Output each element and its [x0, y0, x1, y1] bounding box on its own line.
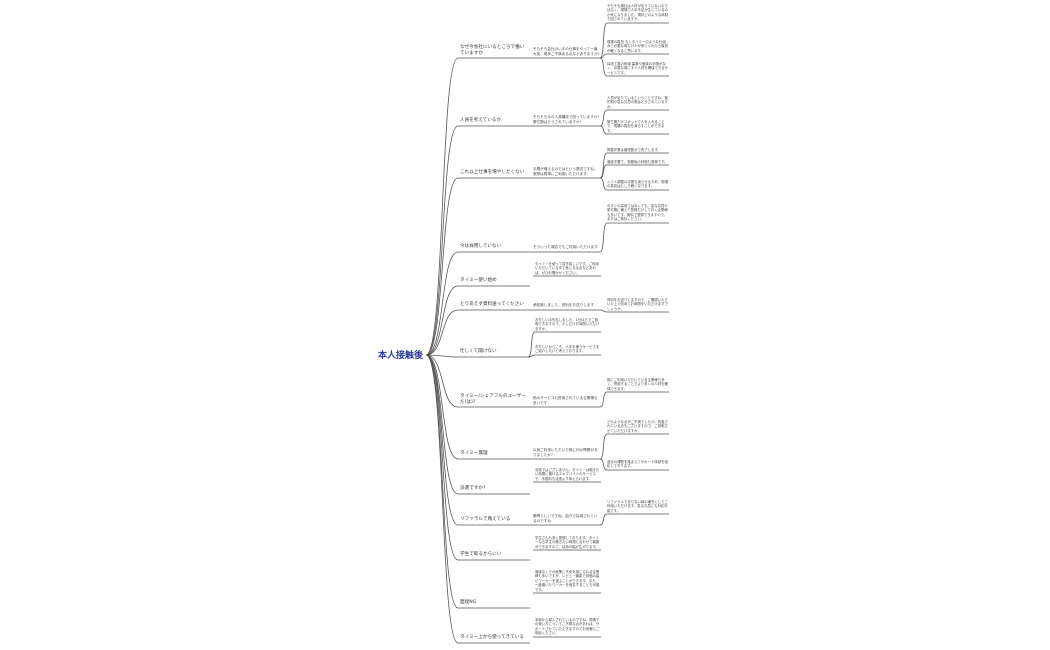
- answer-node[interactable]: 今すぐの採用ではなくても、急な欠員や繁忙期に備えて登録だけしておく企業様も多いで…: [607, 204, 668, 222]
- answer-node[interactable]: 面接なしでの就業に不安を感じられる企業様も多いですが、レビュー機能で評価の高いワ…: [535, 570, 600, 592]
- answer-node[interactable]: 繁忙期だけスポットで人を入れることで、現場の負担を減らすことができます。: [607, 120, 665, 133]
- branch-label[interactable]: なぜ今会社にいるところで働いていますか: [460, 45, 525, 56]
- answer-node[interactable]: お忙しいからこそ、人手を補うサービスをご紹介したいと考えております。: [535, 345, 600, 354]
- answer-node[interactable]: どのような点がご不満でしたか。改善されている点もございますので、ご説明させていた…: [607, 420, 668, 433]
- branch-connector: [425, 354, 600, 408]
- answer-node[interactable]: 面接不要で、勤務後の評価も簡単です。: [607, 160, 668, 164]
- question-node[interactable]: 承知致しました。資料をお送りします: [533, 303, 595, 307]
- branch-label[interactable]: タイミー/シェアフルのユーザーだ(は)?: [460, 394, 526, 405]
- answer-connector: [527, 354, 601, 358]
- answer-node[interactable]: 掲載作業は最短数分で完了します。: [607, 148, 661, 152]
- answer-node[interactable]: シフト調整の手間も減らせるため、現場の負担はむしろ軽くなります。: [607, 180, 668, 189]
- branch-label[interactable]: 派遣ですか?: [460, 486, 486, 491]
- answer-connector: [599, 458, 669, 471]
- answer-node[interactable]: 既にご利用いただいている企業様も多く、併用することでより多くの人材を確保できます…: [607, 378, 668, 391]
- answer-node[interactable]: 過去の課題を踏まえてサポート体制を強化しております。: [607, 460, 668, 469]
- branch-label[interactable]: 学生で取るからいい: [460, 552, 502, 557]
- branch-connector: [425, 354, 600, 526]
- answer-connector: [599, 22, 669, 59]
- answer-node[interactable]: 学生さんも多く登録しております。タイミーなら学生の働きたい時間に合わせて募集がで…: [535, 536, 600, 549]
- branch-label[interactable]: タイミー使い始め: [460, 278, 497, 283]
- branch-label[interactable]: 面接NG: [460, 600, 477, 605]
- answer-connector: [599, 152, 669, 179]
- branch-connector: [425, 57, 600, 356]
- answer-connector: [599, 125, 669, 135]
- answer-connector: [599, 57, 669, 77]
- branch-connector: [425, 354, 530, 495]
- question-node[interactable]: そもそも今の人員構成で回っていますか?繁忙期はどうされていますか?: [533, 115, 600, 124]
- branch-label[interactable]: タイミー無理: [460, 451, 488, 456]
- branch-label[interactable]: とりあえず資料送ってください: [460, 302, 524, 307]
- answer-connector: [599, 433, 669, 460]
- branch-label[interactable]: 人員を考えているか: [460, 118, 502, 123]
- answer-connector: [527, 331, 601, 358]
- question-node[interactable]: そもそも会社のいまの仕事をやって一番大変、現状ご不満ある点などありますか?: [533, 47, 600, 56]
- answer-connector: [599, 109, 669, 127]
- answer-node[interactable]: 採用工数の削減 募集や面接の手間がなく、必要な時にすぐ人材を確保できるサービスで…: [607, 62, 668, 75]
- answer-node[interactable]: 資料をお送りしますので、ご確認いただいた上で改めてお時間をいただけますでしょうか…: [607, 298, 668, 311]
- question-node[interactable]: 以前ご利用いただいた際に何か問題がありましたか?: [533, 448, 598, 457]
- answer-node[interactable]: そもそも御社は人材が足りていないのではなく、現場で人手不足が生じているのか気にな…: [607, 4, 669, 22]
- branch-label[interactable]: これ以上仕事を増やしたくない: [460, 170, 525, 175]
- branch-label[interactable]: 今は採用していない: [460, 244, 502, 249]
- branch-connector: [425, 354, 530, 561]
- answer-connector: [599, 53, 669, 59]
- answer-connector: [599, 164, 669, 179]
- answer-node[interactable]: タイミーを使って頂き嬉しいです。ご利用いただいている中で気になる点などあれば、ぜ…: [535, 262, 599, 275]
- branch-label[interactable]: 忙しくて聞けない: [460, 349, 497, 354]
- branch-connector: [425, 285, 530, 356]
- answer-node[interactable]: 本部から導入されているのですね。現場での使い方についてご不明な点があれば、サポー…: [535, 618, 600, 636]
- root-node[interactable]: 本人接触後: [378, 351, 424, 361]
- answer-connector: [599, 177, 669, 191]
- answer-node[interactable]: リファラルで足りない時の補完としてご利用いただけます。急な欠員にも対応可能です。: [607, 500, 668, 513]
- branch-label[interactable]: タイミー上から使ってきている: [460, 635, 524, 640]
- question-node[interactable]: 素晴らしいですね。紹介で採用されているのですね: [533, 514, 598, 523]
- answer-node[interactable]: 派遣ではございません。タイミーは働きたい時間に働けるスキマバイトのサービスで、手…: [535, 468, 600, 481]
- branch-connector: [425, 177, 600, 356]
- branch-label[interactable]: リファラルで賄えている: [460, 517, 511, 522]
- question-node[interactable]: 手間が増えるのではという懸念ですね。実際は簡単にご利用いただけます。: [533, 167, 598, 176]
- answer-connector: [599, 309, 669, 313]
- answer-connector: [599, 222, 669, 253]
- answer-node[interactable]: 人員が足りているということですね。繁忙期や急な欠員の際はどうされていますか。: [607, 96, 668, 109]
- question-node[interactable]: そういった場合でもご利用いただけます: [533, 245, 598, 249]
- branch-connector: [425, 309, 600, 356]
- branch-connector: [425, 125, 600, 356]
- branch-connector: [425, 354, 530, 644]
- answer-node[interactable]: お忙しい中失礼しました。1分ほどでご説明できますので、少しだけお時間いただけます…: [535, 318, 600, 331]
- answer-connector: [599, 391, 669, 408]
- answer-connector: [599, 513, 669, 526]
- question-node[interactable]: 他のサービスも併用されている企業様も多いです: [533, 396, 598, 405]
- answer-node[interactable]: 現場の負担 もしタイミーのような仕組みで必要な時だけ人が来てくれたら負担が軽くな…: [607, 40, 668, 53]
- branch-connector: [425, 354, 530, 358]
